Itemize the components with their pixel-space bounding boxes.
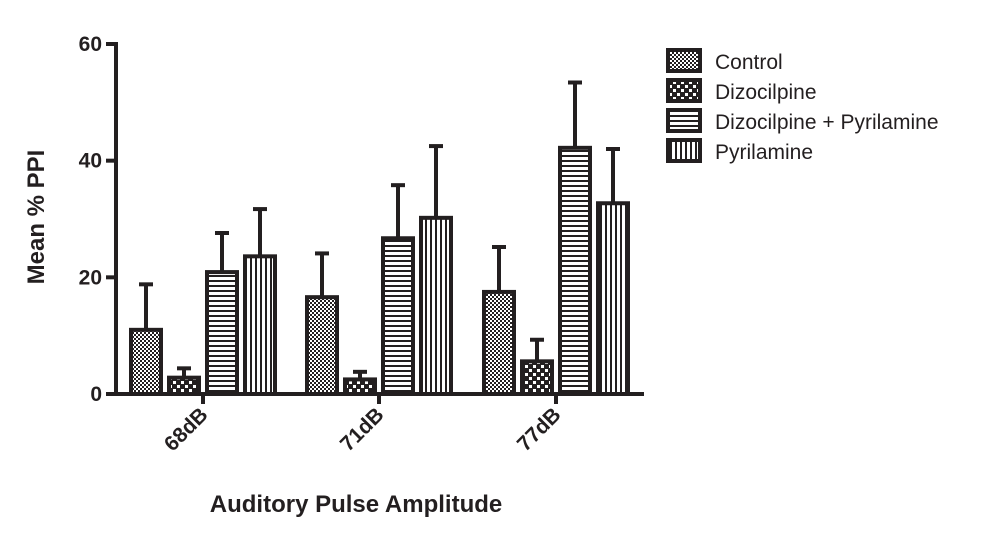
bar-control-68db <box>129 327 163 397</box>
y-tick-label: 40 <box>79 150 102 173</box>
legend-label: Pyrilamine <box>715 141 813 164</box>
x-tick-label: 71dB <box>336 403 389 456</box>
legend-swatch <box>666 138 702 163</box>
bar-dizocilpine-71db <box>343 377 377 396</box>
plot-area: 0 20 40 60 68dB 71dB 77dB <box>79 33 644 456</box>
x-tick-label: 68dB <box>160 403 213 456</box>
legend: Control Dizocilpine Dizocilpine + Pyrilami… <box>666 48 939 164</box>
legend-label: Dizocilpine <box>715 81 817 104</box>
legend-label: Control <box>715 51 783 74</box>
y-tick-label: 20 <box>79 266 102 289</box>
y-axis-title: Mean % PPI <box>23 150 50 285</box>
bar-dizocilpine-77db <box>520 359 554 397</box>
legend-swatch <box>666 108 702 133</box>
legend-swatch <box>666 48 702 73</box>
legend-label: Dizocilpine + Pyrilamine <box>715 111 939 134</box>
legend-swatch <box>666 78 702 103</box>
y-tick-label: 60 <box>79 33 102 56</box>
bar-control-71db <box>305 295 339 396</box>
bar-control-77db <box>482 289 516 396</box>
bar-pyrilamine-68db <box>243 254 277 397</box>
bar-pyrilamine-71db <box>419 215 453 396</box>
bar-pyrilamine-77db <box>596 201 630 396</box>
y-tick-label: 0 <box>90 383 102 406</box>
bar-dizocilpine-68db <box>167 375 201 396</box>
bar-dizocilpine-pyrilamine-71db <box>381 236 415 396</box>
bar-dizocilpine-pyrilamine-68db <box>205 270 239 397</box>
x-axis-title: Auditory Pulse Amplitude <box>210 491 502 518</box>
bar-dizocilpine-pyrilamine-77db <box>558 145 592 396</box>
x-tick-label: 77dB <box>513 403 566 456</box>
